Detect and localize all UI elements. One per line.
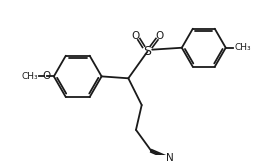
Text: CH₃: CH₃ <box>234 43 251 52</box>
Text: CH₃: CH₃ <box>21 72 38 81</box>
Text: N: N <box>166 153 173 162</box>
Text: O: O <box>156 31 164 41</box>
Text: S: S <box>143 45 151 58</box>
Text: O: O <box>132 31 140 41</box>
Text: O: O <box>42 71 50 81</box>
